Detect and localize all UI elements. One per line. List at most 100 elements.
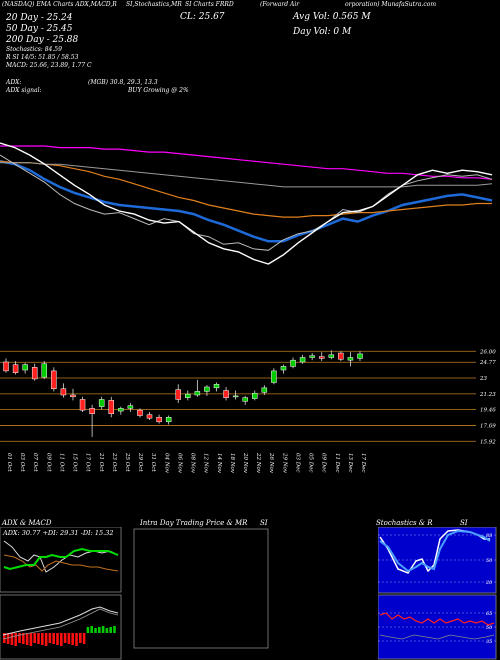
candle-body [31,367,38,380]
candle-body [232,395,239,398]
candlestick-chart: 26.00 24.77 23 21.23 19.46 17.69 15.92 01 Oct 03… [0,349,496,474]
ema-50-label: 50 Day - 25.45 [6,24,73,34]
candle-body [79,399,86,411]
candle-body [357,353,363,359]
stoch-tick: 88 [486,533,492,539]
indicator-readout: 20 Day - 25.24 50 Day - 25.45 200 Day - … [6,13,186,70]
candle-body [12,364,19,373]
candle-body [299,357,306,363]
x-tick-label: 13 Dec [347,453,353,473]
candle-body [51,370,57,389]
adx-box [0,527,122,593]
candle-body [328,354,335,358]
x-tick-label: 09 Oct [45,453,51,472]
avg-volume: Avg Vol: 0.565 M [293,12,371,22]
candle-body [261,387,268,393]
macd-hist-bar [60,633,63,646]
candle-body [41,363,48,378]
x-tick-label: 15 Oct [72,453,78,472]
mrsi-line [379,634,495,640]
rsi-label: R SI 14/5: 51.85 / 58.53 [6,54,79,61]
ema-fast-line [0,159,493,243]
candle-body [347,357,354,361]
candle-body [70,394,76,398]
candle-body [175,389,181,400]
x-tick-label: 05 Dec [308,453,314,473]
header-title-mid: SI,Stochastics,MR [126,1,182,8]
stoch-d-line [379,529,491,573]
x-tick-label: 11 Dec [334,453,340,473]
macd-hist-bar [44,633,48,646]
macd-hist-bar [113,626,116,633]
rsi-line [379,612,495,626]
macd-hist-bar [67,633,71,644]
candle-body [98,399,105,407]
candle-body [290,359,296,367]
adx-values: (MGB) 30.8, 29.3, 13.3 [88,79,158,86]
ema-200-label: 200 Day - 25.88 [6,35,79,45]
stoch-tick: 20 [485,580,493,586]
macd-hist-bar [79,633,82,643]
candle-body [338,352,344,360]
header-site: orporation) MunafaSutra.com [345,1,437,8]
x-tick-label: 17 Oct [85,453,91,472]
x-tick-label: 14 Nov [216,453,222,474]
candle-body [108,400,114,415]
ema-long-line [0,145,493,180]
macd-hist-bar [37,633,40,644]
macd-hist-bar [41,633,44,645]
minus-di-line [3,554,119,572]
macd-hist-bar [105,628,109,633]
x-tick-label: 03 Oct [19,453,25,472]
intraday-title: Intra Day Trading Price & MR [140,519,248,527]
macd-hist-bar [29,633,33,646]
macd-hist-bar [3,633,6,643]
price-line [0,142,493,265]
macd-hist-bar [22,633,25,644]
candle-body [185,393,191,398]
macd-hist-bar [82,633,86,644]
x-tick-label: 23 Oct [111,452,117,472]
candle-body [242,397,248,402]
price-shadow-line [0,154,493,251]
rsi-tick: 65 [486,611,492,617]
candle-body [118,408,124,412]
macd-hist-bar [18,633,21,643]
header-ticker: SI Charts FRRD [185,1,234,8]
x-tick-label: 08 Nov [190,453,196,474]
candle-body [271,370,277,383]
x-tick-label: 29 Oct [137,452,143,472]
macd-label: MACD: 25.66, 23.89, 1.77 C [6,62,92,69]
x-tick-label: 06 Nov [176,453,182,474]
rsi-tick: 35 [486,639,492,645]
x-tick-label: 17 Dec [360,453,366,473]
adx-macd-panel: ADX: 30.77 +DI: 29.31 -DI: 15.32 [0,527,122,660]
ema-mid-line [0,160,492,218]
x-tick-label: 31 Oct [150,453,156,472]
header-company: (Forward Air [260,1,300,8]
macd-hist-bar [63,633,67,643]
candle-body [194,391,201,396]
intraday-box [133,528,269,649]
x-tick-label: 07 Oct [32,453,38,472]
macd-hist-bar [101,626,105,633]
macd-hist-bar [10,633,14,645]
close-price: CL: 25.67 [180,12,225,22]
adx-signal-label: ADX signal: [6,87,42,94]
macd-hist-bar [86,627,90,633]
candle-body [165,417,172,423]
adx-signal-value: BUY Growing @ 2% [128,87,189,94]
adx-label: ADX: [6,79,22,86]
y-tick-label: 21.23 [479,392,496,398]
macd-hist-bar [52,633,55,644]
macd-hist-bar [14,633,17,646]
candle-body [22,364,28,371]
candle-body [280,366,287,371]
x-tick-label: 12 Nov [203,453,209,474]
x-tick-label: 22 Nov [255,452,261,474]
x-tick-label: 25 Oct [124,452,130,472]
x-tick-label: 26 Nov [268,452,274,474]
stoch-title-suffix: SI [460,519,468,527]
macd-hist-bar [6,633,10,644]
macd-signal-line [2,608,119,640]
